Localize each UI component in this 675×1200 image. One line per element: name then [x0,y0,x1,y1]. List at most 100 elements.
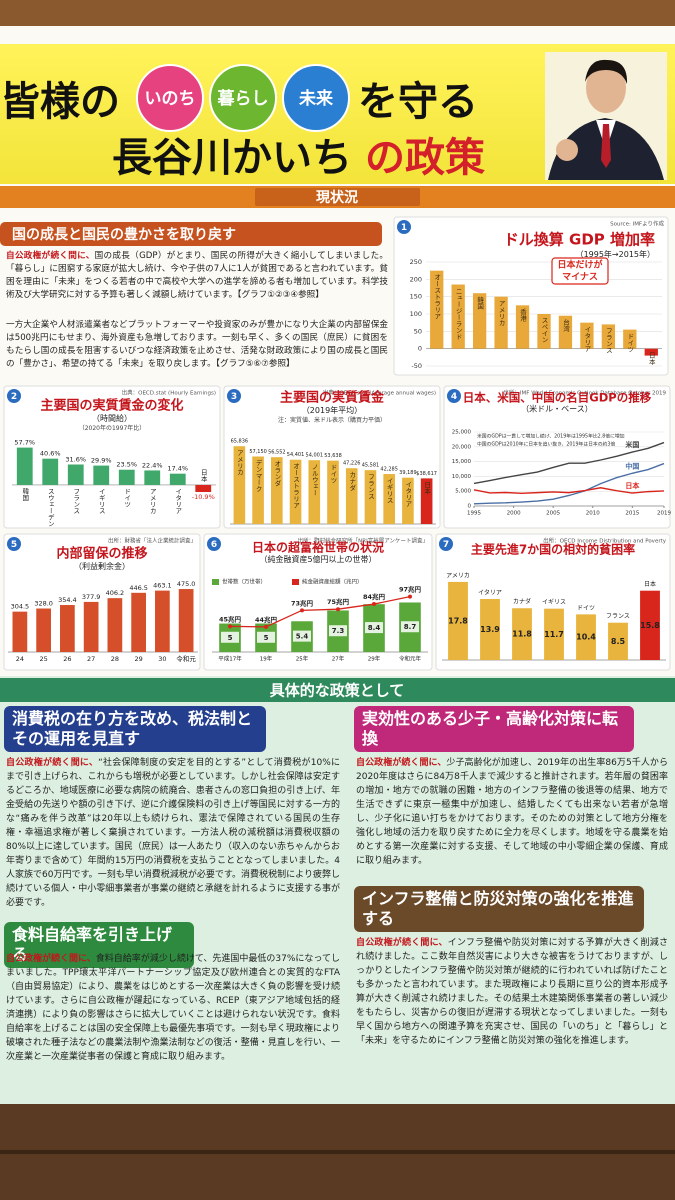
chart-subtitle: （時間給） [92,413,132,423]
annotation: 日本だけが [557,259,603,271]
value-label: 15.8 [640,621,660,630]
category-label: 27年 [332,655,345,663]
bar [155,590,170,652]
policy-text: インフラ整備や防災対策に対する予算が大きく削減され続けました。ここ数年自然災害に… [356,938,669,1046]
face [586,63,626,113]
value-label: 47,226 [343,461,361,467]
bar [308,460,321,524]
value-label: 44兆円 [255,615,278,624]
chart-number-badge [227,389,241,403]
bar [608,622,628,660]
bar [233,446,246,524]
value-label: 5 [264,634,269,642]
bar [544,608,564,660]
category-label: イタリア [583,326,591,352]
bar [93,465,110,485]
chart-title: 主要先進7か国の相対的貧困率 [471,542,635,557]
chart-subtitle: （利益剰余金） [74,561,130,571]
bar [67,464,84,485]
y-tick-label: 150 [410,293,422,301]
value-label: 31.6% [65,455,86,463]
tie [601,124,611,168]
series-line [473,441,665,485]
value-label: 5.4 [296,633,309,641]
lead: 自公政権が続く間に、 [6,251,95,261]
x-tick-label: 2000 [507,511,521,517]
category-label: 日本 [647,351,655,366]
value-label-bg [221,631,239,643]
category-label: 28 [111,655,119,663]
category-label: アメリカ [497,299,505,326]
bar [576,614,596,660]
policy-heading: 食料自給率を引き上げる [4,922,194,968]
category-label: 30 [158,655,166,663]
bar [623,329,637,349]
category-label: 日本 [423,481,431,496]
value-label: $38,617 [416,471,437,477]
category-label: 香港 [519,307,527,323]
category-label: 29年 [368,655,381,663]
value-label: 56,552 [268,450,286,456]
x-tick-label: 1995 [467,511,481,517]
bar [640,590,660,660]
value-label: 65,836 [231,439,249,445]
chart-number: 2 [11,392,17,402]
chart-subtitle: （1995年→2015年） [576,249,655,259]
chart-source: 出所：IMF World Economic Outlook Database O… [503,389,666,397]
bar [16,447,33,485]
value-label: 8.5 [611,637,626,646]
category-label: ニュージーランド [454,288,462,340]
badge [209,64,277,132]
series-line [229,596,411,628]
section1-paragraph: 一方大企業や人材派遣業者などプラットフォーマーや投資家のみが豊かになり大企業の内… [6,319,388,371]
policy-body: 自公政権が続く間に、食料自給率が減少し続けて、先進国中最低の37%になってしまい… [6,952,340,1064]
value-label: 97兆円 [399,585,422,594]
bar [420,478,433,524]
chart-subtitle: （2019年平均） [302,405,362,415]
hair [585,59,628,84]
policy-body: 自公政権が続く間に、インフラ整備や防災対策に対する予算が大きく削減され続けました… [356,936,668,1048]
category-label: アメリカ [235,449,243,476]
badge [282,64,350,132]
category-label: 令和元 [176,654,196,663]
bar [601,324,616,349]
chart-number-badge [439,537,453,551]
chart-source: 出所：OECD Income Distribution and Poverty [543,537,667,545]
category-label: 24 [16,655,24,663]
value-label: 75兆円 [327,597,350,606]
status-banner-inset [255,188,420,206]
bar [271,457,283,524]
value-label: 11.7 [544,630,564,639]
chart-number: 3 [231,392,237,402]
chart-note: （2020年の1997年比） [79,424,146,432]
value-label: 5 [228,634,233,642]
x-tick-label: 2019 [657,511,671,517]
chart-number: 7 [443,540,449,550]
value-label: 84兆円 [363,592,386,601]
legend-label: 世帯数（万世帯） [222,578,266,586]
chart-source: 出所：野村総合研究所「NRI富裕層アンケート調査」 [298,537,428,545]
wood-top [0,0,675,28]
y-tick-label: 20,000 [452,444,472,450]
value-label: 10.4 [576,633,596,642]
value-label: 73兆円 [291,598,314,607]
chart-source: 出所：財務省「法人企業統計調査」 [108,537,196,545]
lead: 自公政権が続く間に、 [356,938,448,948]
banner: 具体的な政策として [270,682,405,700]
y-tick-label: 15,000 [452,459,472,465]
chart-number: 5 [11,540,17,550]
y-tick-label: 5,000 [455,489,471,495]
bar [644,348,658,356]
policy-heading: 消費税の在り方を改め、税法制とその運用を見直す [4,706,266,752]
bar [364,470,377,524]
category-label: ドイツ [329,464,337,484]
category-label: イタリア [404,481,412,507]
value-label: 328.0 [34,600,53,608]
category-label: スペイン [540,317,548,343]
category-label: イタリア [174,488,182,514]
y-tick-label: 50 [414,327,422,335]
bar [345,468,358,524]
category-label: イギリス [542,599,566,606]
category-label: 令和元年 [399,655,422,663]
series-line [473,487,665,494]
